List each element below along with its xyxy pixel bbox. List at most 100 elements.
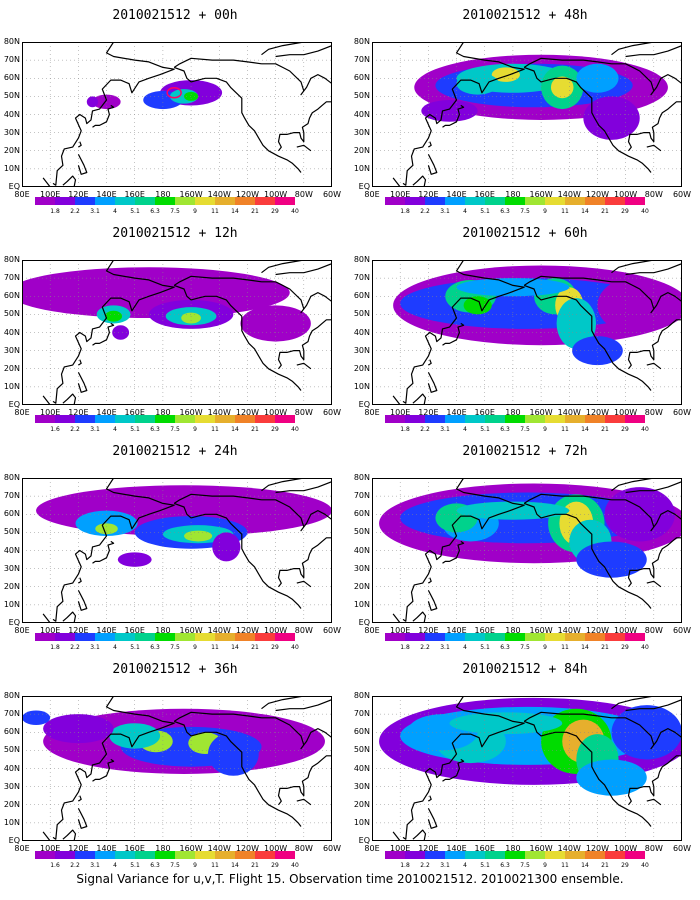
colorbar-swatch [625,633,645,641]
colorbar-label: 9 [193,208,197,215]
colorbar-swatch [405,633,425,641]
coastline [442,540,465,564]
colorbar-swatch [465,633,485,641]
coastline [442,104,465,128]
colorbar-label: 11 [561,644,569,651]
variance-contour [212,532,241,562]
colorbar-label: 7.5 [170,426,180,433]
latitude-label: 20N [353,363,370,373]
colorbar-swatch [605,851,625,859]
coastline [523,711,612,722]
latitude-label: 70N [3,273,20,283]
longitude-label: 140W [557,844,581,853]
colorbar-label: 21 [251,644,259,651]
colorbar-swatch [155,851,175,859]
coastline [173,720,302,827]
longitude-label: 140W [557,408,581,417]
colorbar-label: 5.1 [130,862,140,869]
colorbar-label: 11 [211,208,219,215]
coastline [92,540,115,564]
map-panel: 2010021512 + 00h 80N 70N 60N 50N 40N 30N 20N 10N… [0,0,350,222]
coastline [627,101,682,152]
coastline [625,263,682,276]
longitude-label: 80W [294,408,313,417]
variance-contour [604,487,675,542]
coastline [78,577,82,584]
variance-contour [421,100,478,122]
longitude-label: 120W [235,626,260,635]
colorbar [35,851,295,859]
colorbar-label: 2.2 [420,862,430,869]
latitude-label: 40N [3,109,20,119]
latitude-label: 50N [353,745,370,755]
colorbar-swatch [275,851,295,859]
map-panel: 2010021512 + 12h 80N 70N 60N 50N 40N 30N 20N 10N… [0,218,350,440]
coastline [627,537,682,588]
coastline [261,42,304,56]
coastline [173,502,302,609]
latitude-label: 40N [353,763,370,773]
colorbar-swatch [75,197,95,205]
colorbar-swatch [505,197,525,205]
colorbar-label: 1.8 [50,208,60,215]
colorbar-swatch [35,197,55,205]
colorbar-swatch [115,851,135,859]
coastline [427,154,438,175]
longitude-label: 60W [672,408,692,417]
longitude-label: 80E [14,844,30,853]
colorbar-label: 11 [211,644,219,651]
coastline [428,577,432,584]
coastline [42,177,52,187]
colorbar-swatch [525,633,545,641]
longitude-label: 100W [264,626,288,635]
coastline [646,798,662,806]
latitude-label: EQ [358,836,370,845]
colorbar-label: 21 [601,208,609,215]
colorbar-label: 29 [271,862,279,869]
colorbar-label: 29 [271,644,279,651]
map-panel: 2010021512 + 84h 80N 70N 60N 50N 40N 30N 20N 10N… [350,654,700,876]
coastline [173,275,262,286]
variance-contour [456,278,570,297]
coastline [78,359,82,366]
longitude-label: 160W [529,408,553,417]
colorbar-label: 3.1 [90,208,100,215]
latitude-label: 60N [353,727,370,737]
latitude-label: 40N [353,545,370,555]
colorbar-label: 9 [193,426,197,433]
colorbar-swatch [95,851,115,859]
longitude-label: 80W [644,190,663,199]
colorbar-swatch [505,415,525,423]
colorbar-label: 3.1 [440,862,450,869]
longitude-label: 140W [557,190,581,199]
latitude-label: EQ [358,400,370,409]
colorbar-label: 11 [561,208,569,215]
coastline [402,42,525,186]
latitude-label: 60N [353,291,370,301]
coastline [77,372,88,393]
coastline [275,699,332,712]
colorbar-swatch [545,851,565,859]
longitude-label: 120W [235,408,260,417]
longitude-label: 100W [264,408,288,417]
colorbar-label: 5.1 [480,426,490,433]
latitude-label: 80N [353,691,370,700]
latitude-label: 30N [353,781,370,791]
longitude-label: 60W [322,844,342,853]
colorbar-label: 29 [621,644,629,651]
variance-map [372,696,682,841]
colorbar-swatch [385,197,405,205]
longitude-label: 160E [474,844,495,853]
colorbar-label: 1.8 [400,644,410,651]
latitude-label: 60N [3,73,20,83]
latitude-label: 10N [353,163,370,173]
coastline [646,144,662,152]
longitude-label: 140W [207,190,231,199]
coastline [402,478,525,622]
colorbar-swatch [35,415,55,423]
colorbar-swatch [565,197,585,205]
latitude-label: EQ [8,836,20,845]
coastline [277,537,332,588]
variance-contour [22,710,51,725]
coastline [402,260,525,404]
